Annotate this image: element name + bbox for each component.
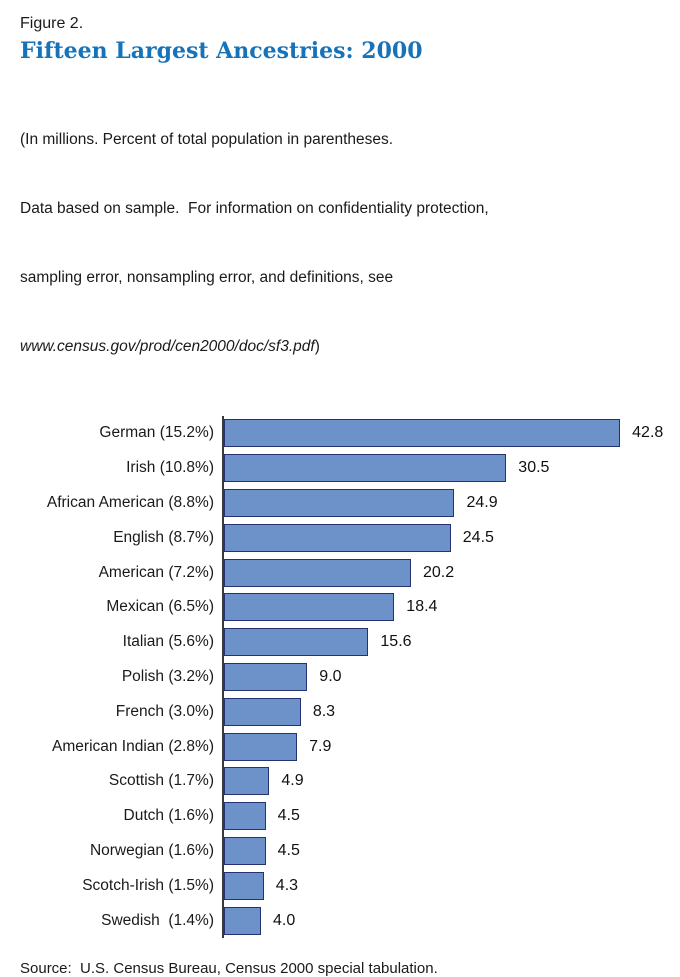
figure-label: Figure 2. bbox=[20, 15, 84, 32]
bar bbox=[224, 628, 369, 657]
bar-track: 30.5 bbox=[222, 450, 622, 486]
bar bbox=[224, 767, 270, 796]
bar bbox=[224, 697, 301, 726]
chart-row: Scotch-Irish (1.5%) 4.3 bbox=[20, 868, 662, 904]
bar-category-label: Mexican (6.5%) bbox=[106, 598, 214, 616]
bar bbox=[224, 593, 395, 622]
bar-value-label: 24.5 bbox=[462, 528, 494, 546]
bar-value-label: 4.5 bbox=[277, 807, 300, 825]
bar-track: 8.3 bbox=[222, 694, 622, 730]
chart-row: French (3.0%) 8.3 bbox=[20, 694, 662, 730]
bar-category-label: Scotch-Irish (1.5%) bbox=[82, 876, 214, 894]
chart-row: Mexican (6.5%) 18.4 bbox=[20, 589, 662, 625]
bar-category-label: Norwegian (1.6%) bbox=[89, 841, 214, 859]
census-figure-page: Figure 2. Fifteen Largest Ancestries: 20… bbox=[20, 15, 664, 977]
bar-track: 15.6 bbox=[222, 624, 622, 660]
chart-row: Scottish (1.7%) 4.9 bbox=[20, 763, 662, 799]
chart-row: Irish (10.8%) 30.5 bbox=[20, 450, 662, 486]
source-note: Source: U.S. Census Bureau, Census 2000 … bbox=[20, 959, 438, 977]
bar-category-label: Italian (5.6%) bbox=[122, 633, 214, 651]
note-line-4: www.census.gov/prod/cen2000/doc/sf3.pdf) bbox=[20, 335, 662, 358]
chart-row: African American (8.8%) 24.9 bbox=[20, 485, 662, 521]
chart-row: Norwegian (1.6%) 4.5 bbox=[20, 833, 662, 869]
bar-track: 24.5 bbox=[222, 520, 622, 556]
bar-category-label: Irish (10.8%) bbox=[126, 459, 214, 477]
bar bbox=[224, 732, 298, 761]
bar-value-label: 18.4 bbox=[406, 598, 438, 616]
chart-row: Italian (5.6%) 15.6 bbox=[20, 624, 662, 660]
bar-track: 4.5 bbox=[222, 798, 622, 834]
bar-track: 4.3 bbox=[222, 868, 622, 904]
bar-chart: German (15.2%) 42.8 Irish (10.8%) 30.5 Afric… bbox=[20, 416, 663, 938]
bar bbox=[224, 454, 507, 483]
bar bbox=[224, 419, 621, 448]
bar-value-label: 30.5 bbox=[518, 459, 550, 477]
chart-row: American Indian (2.8%) 7.9 bbox=[20, 729, 662, 764]
bar-value-label: 4.9 bbox=[281, 772, 304, 790]
bar-category-label: Dutch (1.6%) bbox=[123, 807, 214, 825]
bar bbox=[224, 488, 455, 517]
bar-category-label: English (8.7%) bbox=[113, 528, 214, 546]
bar-category-label: African American (8.8%) bbox=[46, 493, 214, 511]
bar-track: 4.9 bbox=[222, 763, 622, 799]
figure-note: (In millions. Percent of total populatio… bbox=[20, 82, 662, 404]
page-title: Fifteen Largest Ancestries: 2000 bbox=[20, 38, 423, 64]
bar bbox=[224, 906, 262, 935]
bar-track: 20.2 bbox=[222, 555, 622, 590]
bar-category-label: Swedish (1.4%) bbox=[101, 911, 214, 929]
bar-category-label: American (7.2%) bbox=[98, 563, 214, 581]
bar-category-label: German (15.2%) bbox=[99, 424, 214, 442]
bar-track: 7.9 bbox=[222, 729, 622, 764]
chart-row: Dutch (1.6%) 4.5 bbox=[20, 798, 662, 834]
chart-row: German (15.2%) 42.8 bbox=[20, 416, 663, 451]
note-url: www.census.gov/prod/cen2000/doc/sf3.pdf bbox=[20, 338, 315, 355]
bar-value-label: 9.0 bbox=[319, 667, 342, 685]
bar-value-label: 20.2 bbox=[422, 563, 455, 581]
bar-track: 42.8 bbox=[222, 416, 663, 451]
bar-value-label: 8.3 bbox=[312, 702, 336, 720]
note-close-paren: ) bbox=[314, 338, 320, 355]
chart-row: English (8.7%) 24.5 bbox=[20, 520, 662, 556]
bar bbox=[224, 662, 308, 691]
chart-row: American (7.2%) 20.2 bbox=[20, 555, 662, 590]
bar-value-label: 42.8 bbox=[632, 424, 664, 442]
note-line-1: (In millions. Percent of total populatio… bbox=[20, 131, 394, 148]
bar-value-label: 15.6 bbox=[380, 633, 412, 651]
bar-value-label: 4.3 bbox=[275, 876, 299, 894]
bar-value-label: 4.5 bbox=[277, 841, 300, 859]
bar-track: 4.5 bbox=[222, 833, 622, 869]
bar-value-label: 4.0 bbox=[273, 911, 296, 929]
bar-category-label: Scottish (1.7%) bbox=[108, 772, 214, 790]
note-line-3: sampling error, nonsampling error, and d… bbox=[20, 269, 394, 286]
bar-category-label: Polish (3.2%) bbox=[121, 667, 214, 685]
bar-track: 4.0 bbox=[222, 903, 622, 938]
bar-category-label: French (3.0%) bbox=[115, 702, 214, 720]
bar-value-label: 24.9 bbox=[466, 493, 498, 511]
note-line-2: Data based on sample. For information on… bbox=[20, 200, 489, 217]
chart-row: Swedish (1.4%) 4.0 bbox=[20, 903, 662, 938]
bar bbox=[224, 558, 411, 587]
bar-track: 24.9 bbox=[222, 485, 622, 521]
bar bbox=[224, 836, 266, 865]
bar-track: 9.0 bbox=[222, 659, 622, 695]
bar-track: 18.4 bbox=[222, 589, 622, 625]
bar bbox=[224, 523, 451, 552]
bar-value-label: 7.9 bbox=[309, 737, 332, 755]
bar-category-label: American Indian (2.8%) bbox=[52, 737, 214, 755]
bar bbox=[224, 871, 264, 900]
bar bbox=[224, 802, 266, 831]
chart-row: Polish (3.2%) 9.0 bbox=[20, 659, 662, 695]
